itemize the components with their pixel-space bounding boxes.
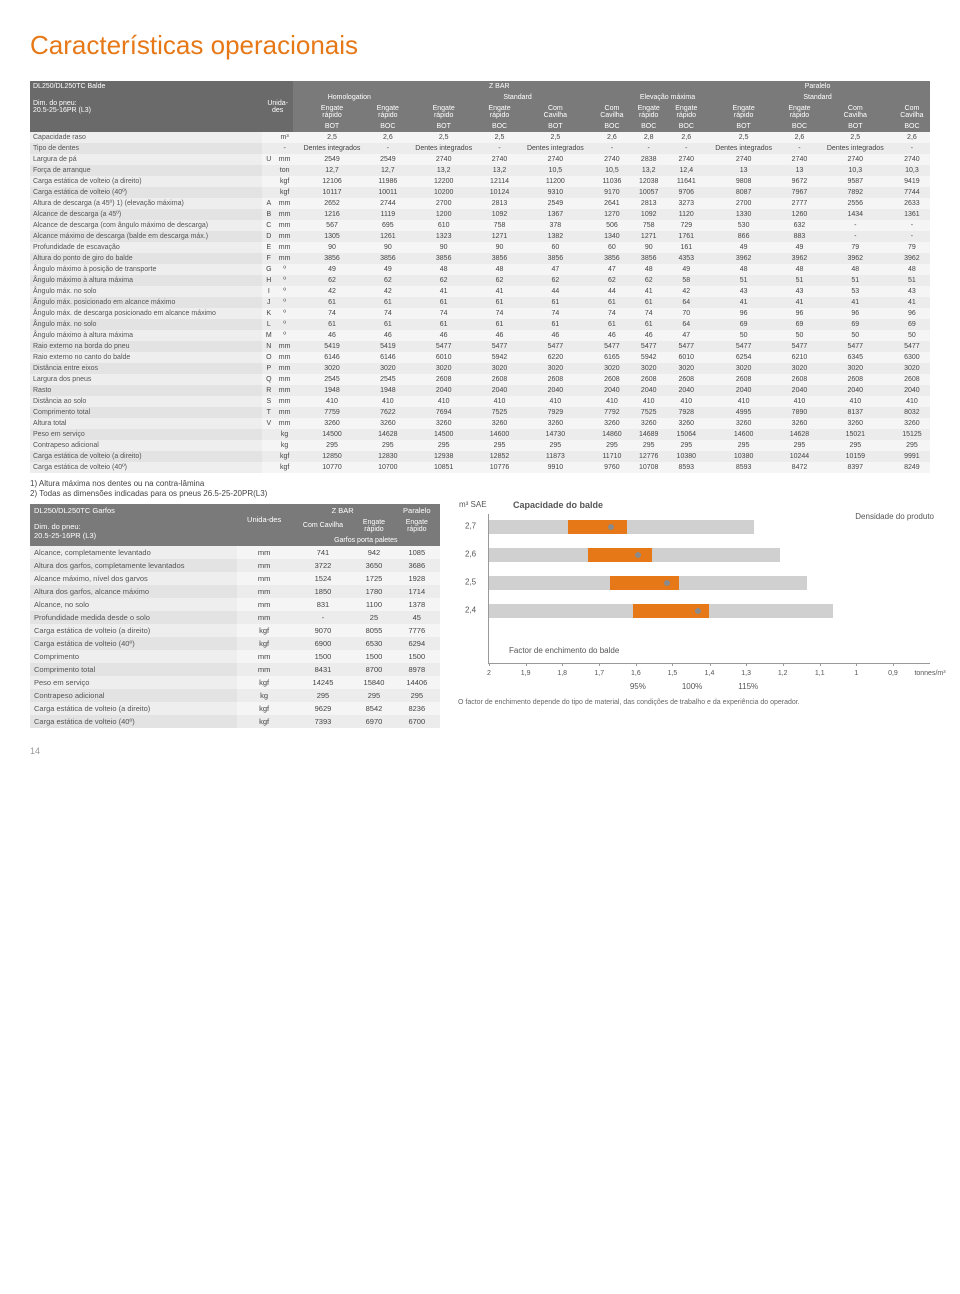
forks-table: DL250/DL250TC GarfosUnida-desZ BARParale…	[30, 504, 440, 728]
main-table: DL250/DL250TC BaldeZ BARParaleloDim. do …	[30, 81, 930, 473]
chart-density-label: Densidade do produto	[855, 512, 934, 521]
bucket-chart: m³ SAE Capacidade do balde Densidade do …	[458, 504, 930, 706]
chart-percent-row: 95%100%115%	[458, 682, 930, 691]
chart-unit-label: m³ SAE	[459, 500, 487, 509]
table-notes: 1) Altura máxima nos dentes ou na contra…	[30, 479, 930, 500]
page-number: 14	[30, 746, 930, 756]
page-title: Características operacionais	[30, 30, 930, 61]
chart-title: Capacidade do balde	[513, 500, 603, 510]
chart-caption: Factor de enchimento do balde	[509, 646, 619, 655]
chart-footnote: O factor de enchimento depende do tipo d…	[458, 699, 930, 706]
